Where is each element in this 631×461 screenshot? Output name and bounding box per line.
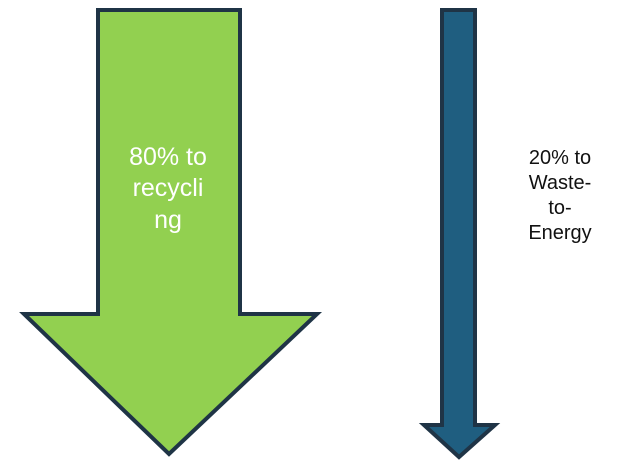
waste-to-energy-arrow	[418, 8, 501, 460]
recycling-arrow	[19, 8, 323, 457]
recycling-label: 80% to recycli ng	[129, 143, 207, 234]
waste-to-energy-label: 20% to Waste- to- Energy	[528, 147, 592, 244]
